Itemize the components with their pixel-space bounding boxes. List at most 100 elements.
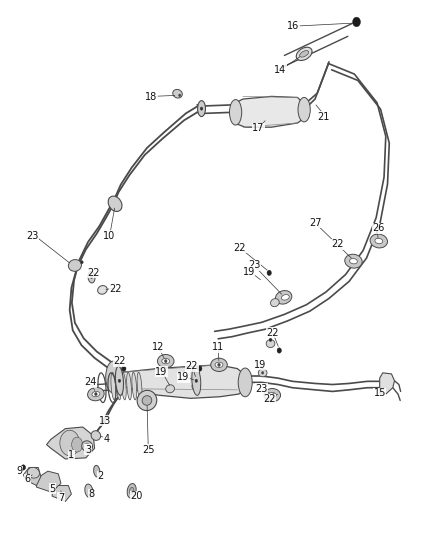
Ellipse shape <box>266 340 275 348</box>
Text: 22: 22 <box>263 394 276 405</box>
Ellipse shape <box>282 295 289 300</box>
Text: 1: 1 <box>68 450 74 460</box>
Ellipse shape <box>218 364 220 367</box>
Polygon shape <box>35 471 61 492</box>
Text: 19: 19 <box>155 367 167 377</box>
Ellipse shape <box>116 373 121 400</box>
Text: 5: 5 <box>49 484 55 494</box>
Ellipse shape <box>121 373 126 400</box>
Ellipse shape <box>122 366 126 371</box>
Ellipse shape <box>92 391 100 397</box>
Ellipse shape <box>211 358 227 372</box>
Ellipse shape <box>95 392 97 395</box>
Text: 27: 27 <box>309 218 321 228</box>
Ellipse shape <box>272 393 275 397</box>
Ellipse shape <box>68 260 81 271</box>
Ellipse shape <box>264 389 281 402</box>
Ellipse shape <box>137 373 142 400</box>
Ellipse shape <box>72 437 82 452</box>
Ellipse shape <box>91 431 101 440</box>
Text: 14: 14 <box>274 65 286 75</box>
Text: 9: 9 <box>16 466 22 476</box>
Ellipse shape <box>142 395 152 405</box>
Ellipse shape <box>108 196 122 212</box>
Ellipse shape <box>298 98 310 122</box>
Ellipse shape <box>129 487 134 495</box>
Ellipse shape <box>98 286 107 294</box>
Polygon shape <box>23 467 41 486</box>
Ellipse shape <box>377 239 380 243</box>
Ellipse shape <box>353 17 360 27</box>
Text: 18: 18 <box>145 92 157 102</box>
Text: 23: 23 <box>26 231 38 241</box>
Ellipse shape <box>85 443 90 449</box>
Text: 22: 22 <box>88 268 100 278</box>
Ellipse shape <box>106 361 121 393</box>
Ellipse shape <box>118 379 121 382</box>
Text: 22: 22 <box>113 356 126 366</box>
Ellipse shape <box>127 483 136 498</box>
Ellipse shape <box>195 379 198 382</box>
Ellipse shape <box>238 368 252 397</box>
Polygon shape <box>46 427 95 459</box>
Ellipse shape <box>277 348 282 353</box>
Ellipse shape <box>179 94 181 96</box>
Ellipse shape <box>132 373 137 400</box>
Ellipse shape <box>230 100 242 125</box>
Text: 26: 26 <box>372 223 385 233</box>
Ellipse shape <box>82 441 92 451</box>
Ellipse shape <box>127 373 131 400</box>
Ellipse shape <box>81 261 83 264</box>
Text: 15: 15 <box>374 388 386 398</box>
Ellipse shape <box>269 338 272 342</box>
Polygon shape <box>52 486 71 502</box>
Ellipse shape <box>166 385 174 393</box>
Text: 23: 23 <box>249 261 261 270</box>
Ellipse shape <box>60 430 80 456</box>
Ellipse shape <box>115 366 124 395</box>
Ellipse shape <box>352 260 355 263</box>
Text: 2: 2 <box>97 472 103 481</box>
Ellipse shape <box>85 484 93 498</box>
Text: 11: 11 <box>212 342 224 352</box>
Text: 19: 19 <box>254 360 267 370</box>
Ellipse shape <box>345 254 362 268</box>
Ellipse shape <box>90 276 92 278</box>
Ellipse shape <box>284 295 287 299</box>
Text: 3: 3 <box>85 445 91 455</box>
Polygon shape <box>109 365 249 398</box>
Text: 21: 21 <box>318 111 330 122</box>
Ellipse shape <box>276 290 292 304</box>
Ellipse shape <box>350 259 357 264</box>
Ellipse shape <box>296 47 312 60</box>
Text: 22: 22 <box>109 284 122 294</box>
Text: 24: 24 <box>84 377 96 387</box>
Polygon shape <box>380 373 395 394</box>
Ellipse shape <box>267 270 272 276</box>
Ellipse shape <box>300 51 309 57</box>
Ellipse shape <box>21 465 25 470</box>
Text: 13: 13 <box>99 416 112 426</box>
Text: 25: 25 <box>142 445 155 455</box>
Text: 22: 22 <box>332 239 344 249</box>
Ellipse shape <box>198 366 202 371</box>
Ellipse shape <box>111 373 116 400</box>
Ellipse shape <box>370 234 388 248</box>
Ellipse shape <box>88 271 95 283</box>
Polygon shape <box>232 96 306 127</box>
Ellipse shape <box>137 390 157 410</box>
Text: 16: 16 <box>287 21 299 31</box>
Text: 8: 8 <box>88 489 95 499</box>
Ellipse shape <box>375 238 383 244</box>
Ellipse shape <box>164 360 167 363</box>
Text: 6: 6 <box>25 474 31 484</box>
Ellipse shape <box>157 354 174 368</box>
Text: 23: 23 <box>256 384 268 394</box>
Ellipse shape <box>192 382 201 390</box>
Text: 12: 12 <box>152 342 164 352</box>
Text: 22: 22 <box>266 328 279 338</box>
Text: 7: 7 <box>58 492 64 503</box>
Ellipse shape <box>192 366 201 395</box>
Ellipse shape <box>27 467 39 478</box>
Ellipse shape <box>88 387 104 401</box>
